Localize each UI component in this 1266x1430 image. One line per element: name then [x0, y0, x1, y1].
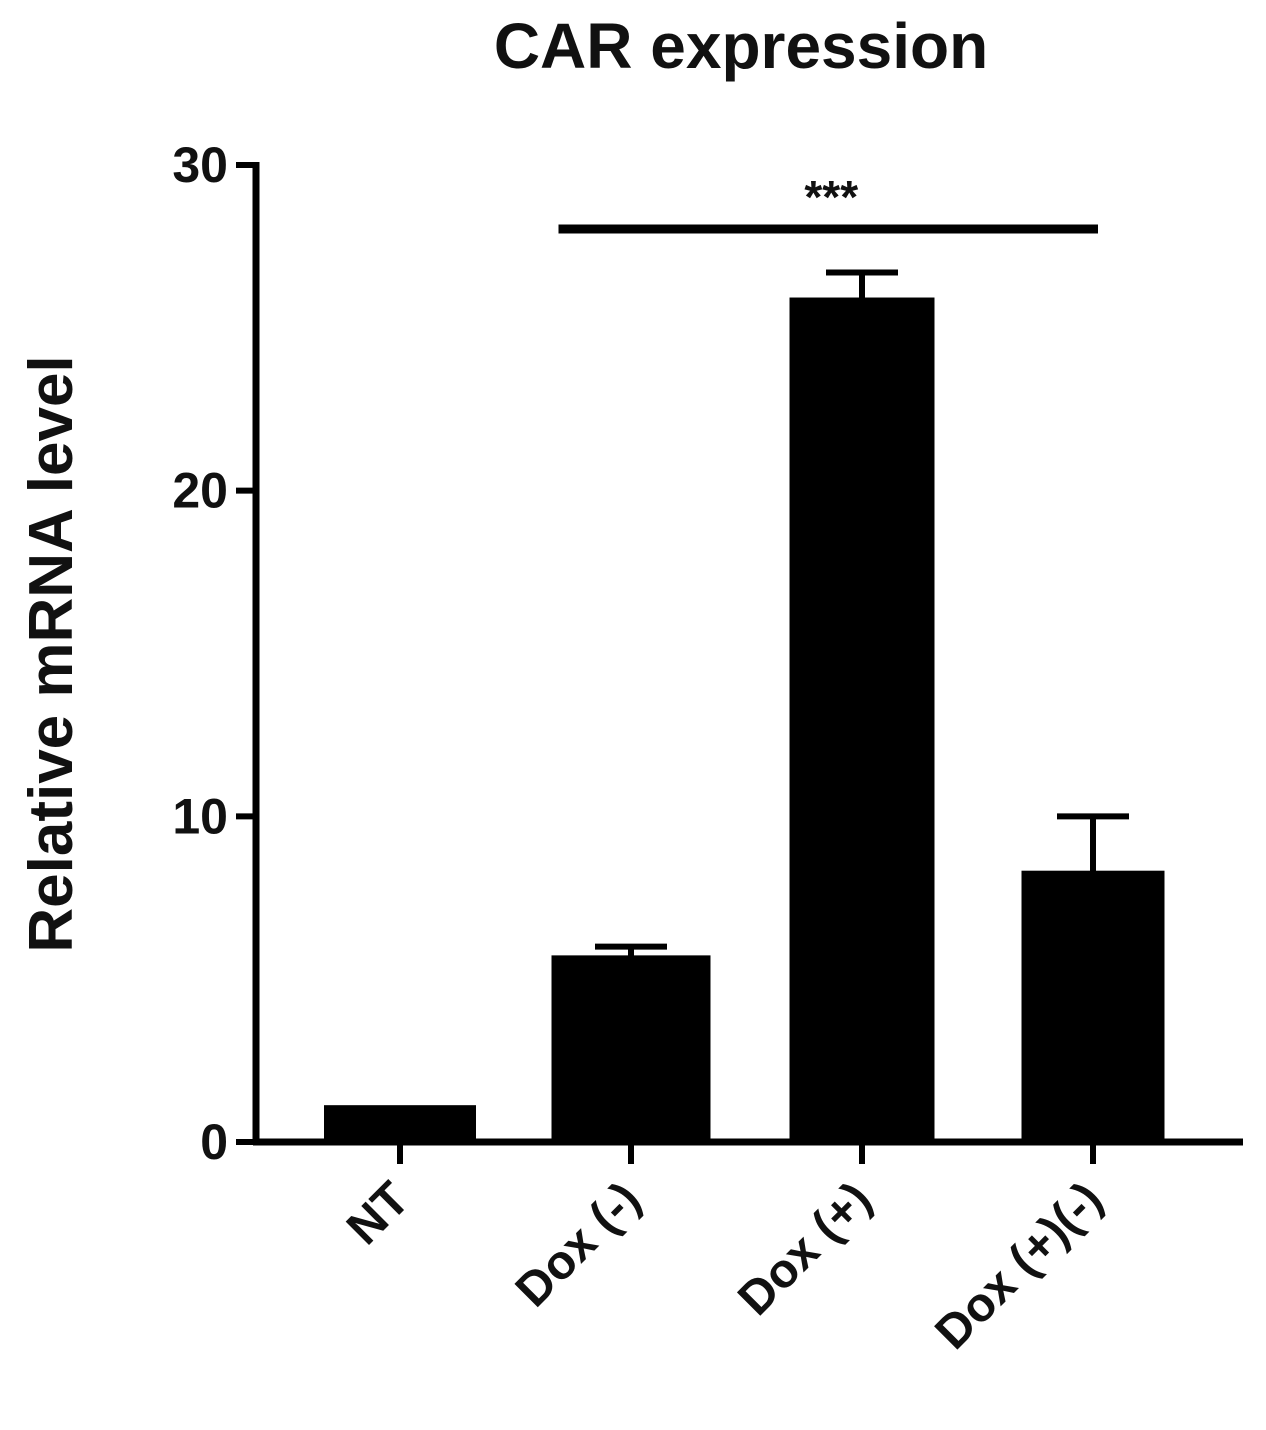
significance-label-0: *** — [804, 171, 858, 223]
y-tick-label-30: 30 — [172, 137, 228, 193]
y-tick-label-10: 10 — [172, 788, 228, 844]
x-tick-label-1: Dox (-) — [506, 1172, 651, 1317]
x-tick-label-2: Dox (+) — [728, 1172, 881, 1325]
x-tick-label-3: Dox (+)(-) — [925, 1172, 1112, 1359]
chart-marks: 0 10 20 30 NT Dox (-) Dox (+) Dox (+)(-) *** — [172, 137, 1165, 1360]
y-tick-label-0: 0 — [200, 1114, 228, 1170]
x-tick-label-0: NT — [337, 1172, 420, 1255]
bar-0 — [324, 1105, 476, 1143]
bar-3 — [1021, 870, 1165, 1143]
bar-2 — [789, 297, 935, 1144]
bar-1 — [551, 955, 711, 1143]
chart-title: CAR expression — [494, 10, 988, 82]
y-axis-title: Relative mRNA level — [17, 355, 86, 952]
y-tick-label-20: 20 — [172, 463, 228, 519]
